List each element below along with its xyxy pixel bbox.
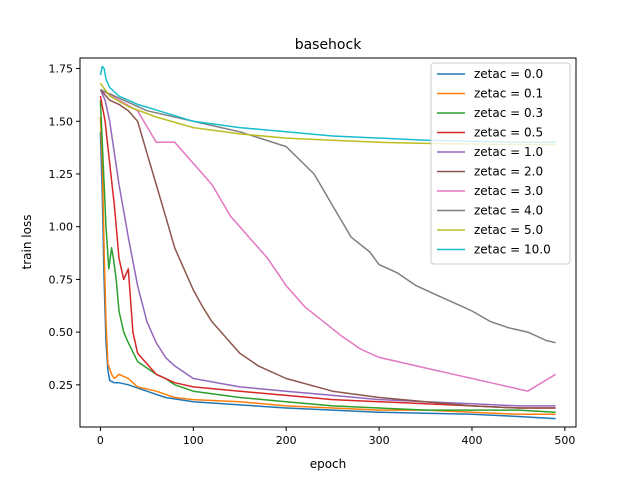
legend: zetac = 0.0 zetac = 0.1 zetac = 0.3 zetac =… bbox=[430, 62, 571, 265]
x-tick-label: 500 bbox=[554, 434, 575, 447]
x-tick-label: 400 bbox=[461, 434, 482, 447]
y-tick-label: 0.25 bbox=[49, 379, 74, 392]
legend-label-9: zetac = 10.0 bbox=[474, 243, 551, 257]
legend-box bbox=[430, 62, 571, 265]
x-tick-label: 100 bbox=[183, 434, 204, 447]
legend-label-8: zetac = 5.0 bbox=[474, 223, 543, 237]
plot-frame bbox=[79, 57, 577, 428]
y-tick-label: 1.00 bbox=[49, 221, 74, 234]
series-line-0 bbox=[99, 131, 556, 420]
y-tick-label: 0.75 bbox=[49, 273, 74, 286]
legend-label-5: zetac = 2.0 bbox=[474, 165, 543, 179]
y-tick-label: 1.50 bbox=[49, 115, 74, 128]
legend-label-4: zetac = 1.0 bbox=[474, 145, 543, 159]
y-axis: 0.25 0.50 0.75 1.00 1.25 1.50 1.75 bbox=[49, 63, 80, 392]
legend-label-2: zetac = 0.3 bbox=[474, 106, 543, 120]
y-tick-label: 1.25 bbox=[49, 168, 74, 181]
legend-label-6: zetac = 3.0 bbox=[474, 184, 543, 198]
legend-label-1: zetac = 0.1 bbox=[474, 87, 543, 101]
x-tick-label: 200 bbox=[276, 434, 297, 447]
y-axis-label: train loss bbox=[20, 215, 34, 270]
legend-label-3: zetac = 0.5 bbox=[474, 126, 543, 140]
legend-label-7: zetac = 4.0 bbox=[474, 204, 543, 218]
series-line-6 bbox=[100, 88, 556, 392]
legend-label-0: zetac = 0.0 bbox=[474, 67, 543, 81]
series-line-3 bbox=[99, 95, 556, 409]
series-line-5 bbox=[99, 89, 556, 409]
x-tick-label: 0 bbox=[97, 434, 104, 447]
chart-title: basehock bbox=[295, 37, 363, 53]
y-tick-label: 0.50 bbox=[49, 326, 74, 339]
x-axis-label: epoch bbox=[310, 457, 347, 471]
x-axis: 0 100 200 300 400 500 bbox=[97, 427, 575, 447]
x-tick-label: 300 bbox=[369, 434, 390, 447]
series-line-2 bbox=[99, 100, 556, 413]
y-tick-label: 1.75 bbox=[49, 63, 74, 76]
